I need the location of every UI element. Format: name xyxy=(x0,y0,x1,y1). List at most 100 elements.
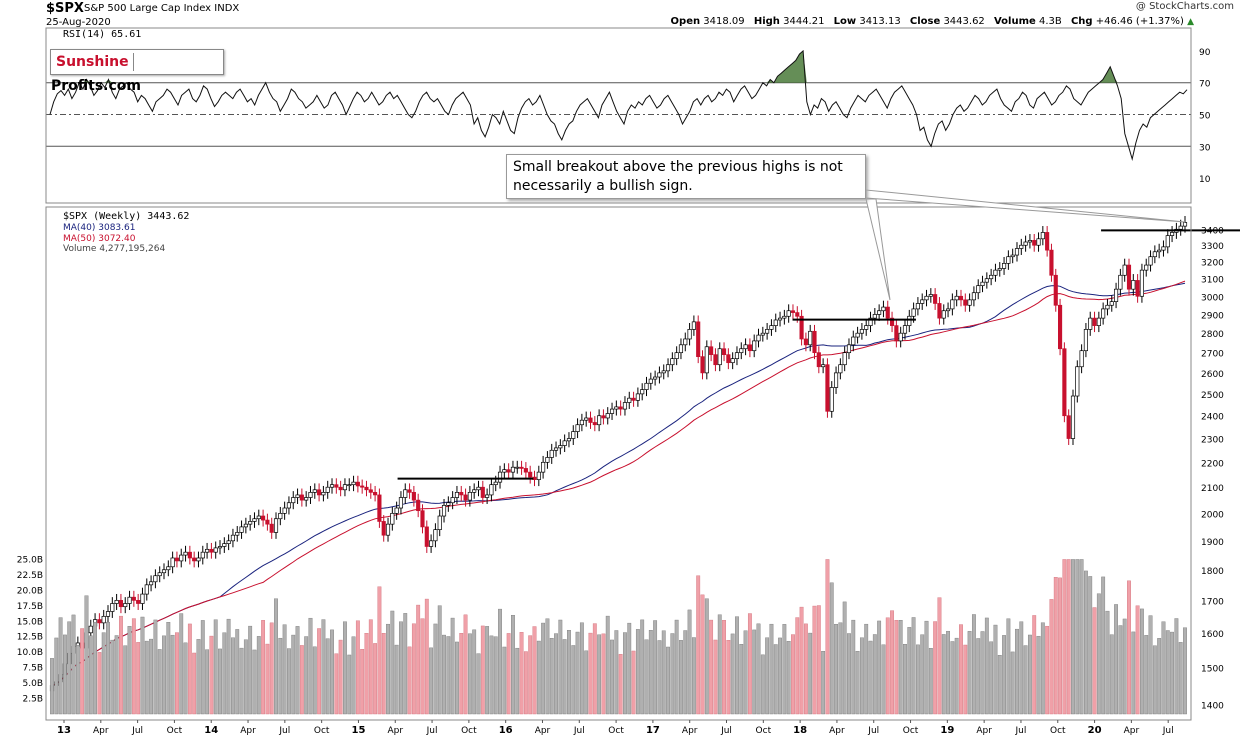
candle-body xyxy=(976,285,981,294)
rsi-tick-label: 90 xyxy=(1199,48,1211,58)
candle-body xyxy=(273,518,279,533)
volume-bar xyxy=(864,623,869,715)
candle-body xyxy=(760,332,765,336)
volume-bar xyxy=(243,639,248,715)
volume-bar xyxy=(299,645,304,715)
volume-bar xyxy=(101,632,106,715)
volume-legend: Volume 4,277,195,264 xyxy=(63,244,165,254)
volume-bar xyxy=(1114,604,1118,715)
candle-body xyxy=(821,364,826,368)
candle-body xyxy=(381,521,386,536)
candle-body xyxy=(1135,280,1140,297)
volume-bar xyxy=(950,641,955,715)
volume-bar xyxy=(575,631,580,715)
candle-body xyxy=(786,310,791,317)
volume-bar xyxy=(381,633,386,715)
logo-part1: Sunshine xyxy=(56,54,129,70)
volume-bar xyxy=(700,594,705,715)
volume-bar xyxy=(920,634,925,715)
candle-body xyxy=(308,491,313,498)
price-tick-label: 1500 xyxy=(1201,664,1224,674)
candle-body xyxy=(691,321,696,330)
volume-bar xyxy=(149,638,154,715)
volume-bar xyxy=(765,637,770,715)
ma40-legend: MA(40) 3083.61 xyxy=(63,223,135,233)
volume-bar xyxy=(661,630,666,715)
price-panel xyxy=(49,216,1240,698)
candle-body xyxy=(230,534,236,542)
candle-body xyxy=(1027,240,1032,243)
rsi-panel xyxy=(46,49,1191,161)
x-tick-label: Apr xyxy=(387,726,403,736)
candle-body xyxy=(506,469,511,473)
volume-bar xyxy=(442,634,446,715)
volume-bar xyxy=(67,621,72,715)
logo-part2: Profits.com xyxy=(51,78,142,94)
volume-bar xyxy=(355,620,360,715)
volume-bar xyxy=(170,634,175,715)
candle-body xyxy=(196,557,201,562)
candle-body xyxy=(1066,415,1071,439)
volume-bar xyxy=(872,634,877,715)
volume-bar xyxy=(84,595,89,715)
volume-bar xyxy=(851,619,856,715)
volume-bar xyxy=(179,613,184,715)
candle-body xyxy=(954,295,959,301)
volume-bar xyxy=(394,644,399,715)
volume-bar xyxy=(558,619,563,715)
candle-body xyxy=(644,382,649,390)
volume-bar xyxy=(476,653,481,715)
volume-bar xyxy=(933,621,938,715)
candle-body xyxy=(463,494,468,501)
volume-bar xyxy=(450,617,455,715)
volume-bar xyxy=(971,614,976,715)
candle-body xyxy=(536,471,541,480)
volume-bar xyxy=(239,647,244,715)
volume-bar xyxy=(812,605,817,715)
volume-bar xyxy=(1058,577,1062,715)
volume-tick-label: 22.5B xyxy=(17,571,43,581)
candle-body xyxy=(1075,366,1080,397)
volume-bar xyxy=(946,630,950,715)
volume-bar xyxy=(924,620,929,715)
candle-body xyxy=(622,402,628,410)
volume-bar xyxy=(1105,610,1110,715)
candle-body xyxy=(1010,254,1015,258)
candle-body xyxy=(851,336,856,346)
candle-body xyxy=(304,497,309,501)
volume-bar xyxy=(222,632,227,715)
candle-body xyxy=(235,532,240,536)
volume-bar xyxy=(287,648,291,715)
volume-bar xyxy=(407,646,412,715)
volume-bar xyxy=(157,649,162,715)
candle-body xyxy=(924,295,929,301)
volume-bar xyxy=(80,628,85,715)
x-tick-label: 13 xyxy=(57,725,71,736)
volume-bar xyxy=(480,625,485,715)
x-tick-label: Oct xyxy=(314,726,330,736)
exchange-text: INDX xyxy=(214,3,240,14)
volume-bar xyxy=(1015,628,1019,715)
volume-tick-label: 5.0B xyxy=(23,679,44,689)
candle-body xyxy=(752,340,757,352)
volume-bar xyxy=(1152,645,1157,715)
candle-body xyxy=(911,308,916,317)
candle-body xyxy=(1079,350,1084,368)
candle-body xyxy=(1023,241,1028,246)
volume-bar xyxy=(360,649,365,715)
x-tick-label: Jul xyxy=(278,726,290,736)
volume-bar xyxy=(282,624,287,715)
candle-body xyxy=(756,334,761,342)
candle-body xyxy=(149,581,154,586)
x-tick-label: Jul xyxy=(573,726,585,736)
volume-bar xyxy=(403,613,408,715)
candle-body xyxy=(411,491,416,501)
volume-bar xyxy=(735,616,739,715)
price-tick-label: 3400 xyxy=(1201,226,1224,236)
volume-bar xyxy=(635,629,640,715)
candle-body xyxy=(868,317,873,326)
volume-bar xyxy=(1101,576,1106,715)
volume-bar xyxy=(907,627,912,715)
candle-body xyxy=(571,431,576,439)
